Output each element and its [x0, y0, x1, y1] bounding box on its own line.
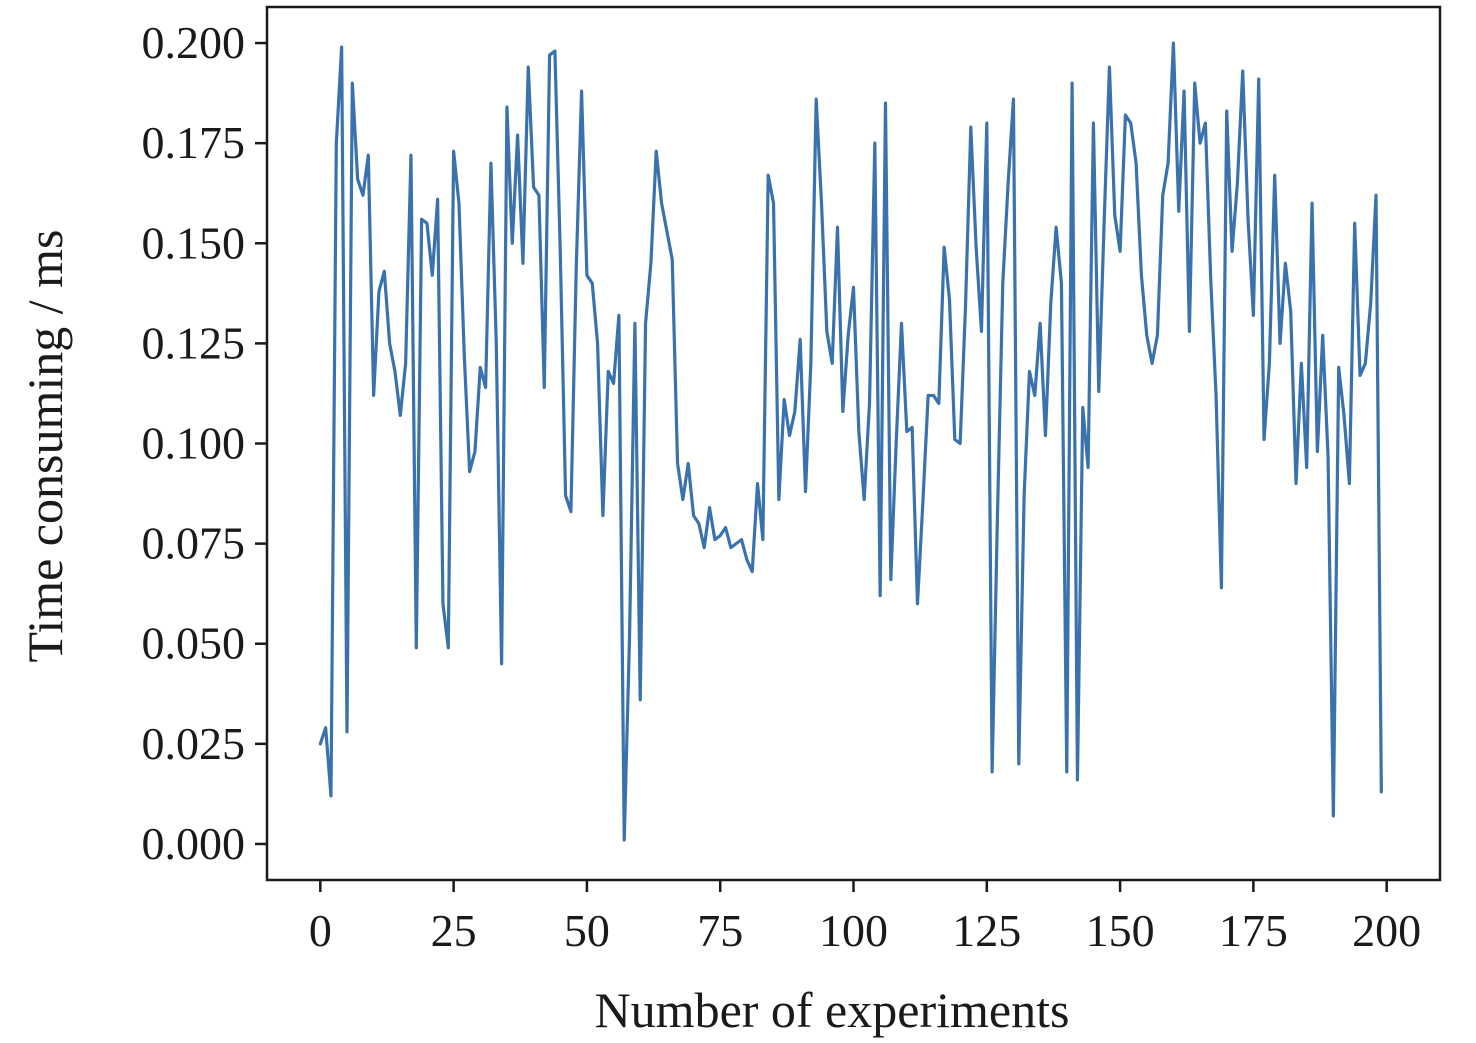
y-tick-label: 0.100: [142, 418, 246, 469]
x-tick-label: 125: [952, 905, 1021, 956]
x-tick-label: 50: [564, 905, 610, 956]
x-tick-label: 25: [431, 905, 477, 956]
x-tick-label: 175: [1219, 905, 1288, 956]
x-axis: 0 25 50 75 100 125 150 175 200: [309, 880, 1421, 956]
y-tick-label: 0.125: [142, 317, 246, 368]
series-line: [318, 41, 1383, 842]
x-tick-label: 75: [697, 905, 743, 956]
y-axis-label: Time consuming / ms: [17, 230, 73, 663]
x-tick-label: 200: [1352, 905, 1421, 956]
y-tick-label: 0.000: [142, 818, 246, 869]
y-axis: 0.000 0.025 0.050 0.075 0.100 0.125 0.150 0.175…: [142, 17, 267, 869]
y-tick-label: 0.200: [142, 17, 246, 68]
y-tick-label: 0.175: [142, 117, 246, 168]
x-tick-label: 150: [1086, 905, 1155, 956]
y-tick-label: 0.075: [142, 518, 246, 569]
y-tick-label: 0.025: [142, 718, 246, 769]
plot-frame: [265, 5, 1442, 882]
x-tick-label: 100: [819, 905, 888, 956]
y-tick-label: 0.050: [142, 618, 246, 669]
x-axis-label: Number of experiments: [595, 982, 1070, 1038]
x-tick-label: 0: [309, 905, 332, 956]
y-tick-label: 0.150: [142, 217, 246, 268]
